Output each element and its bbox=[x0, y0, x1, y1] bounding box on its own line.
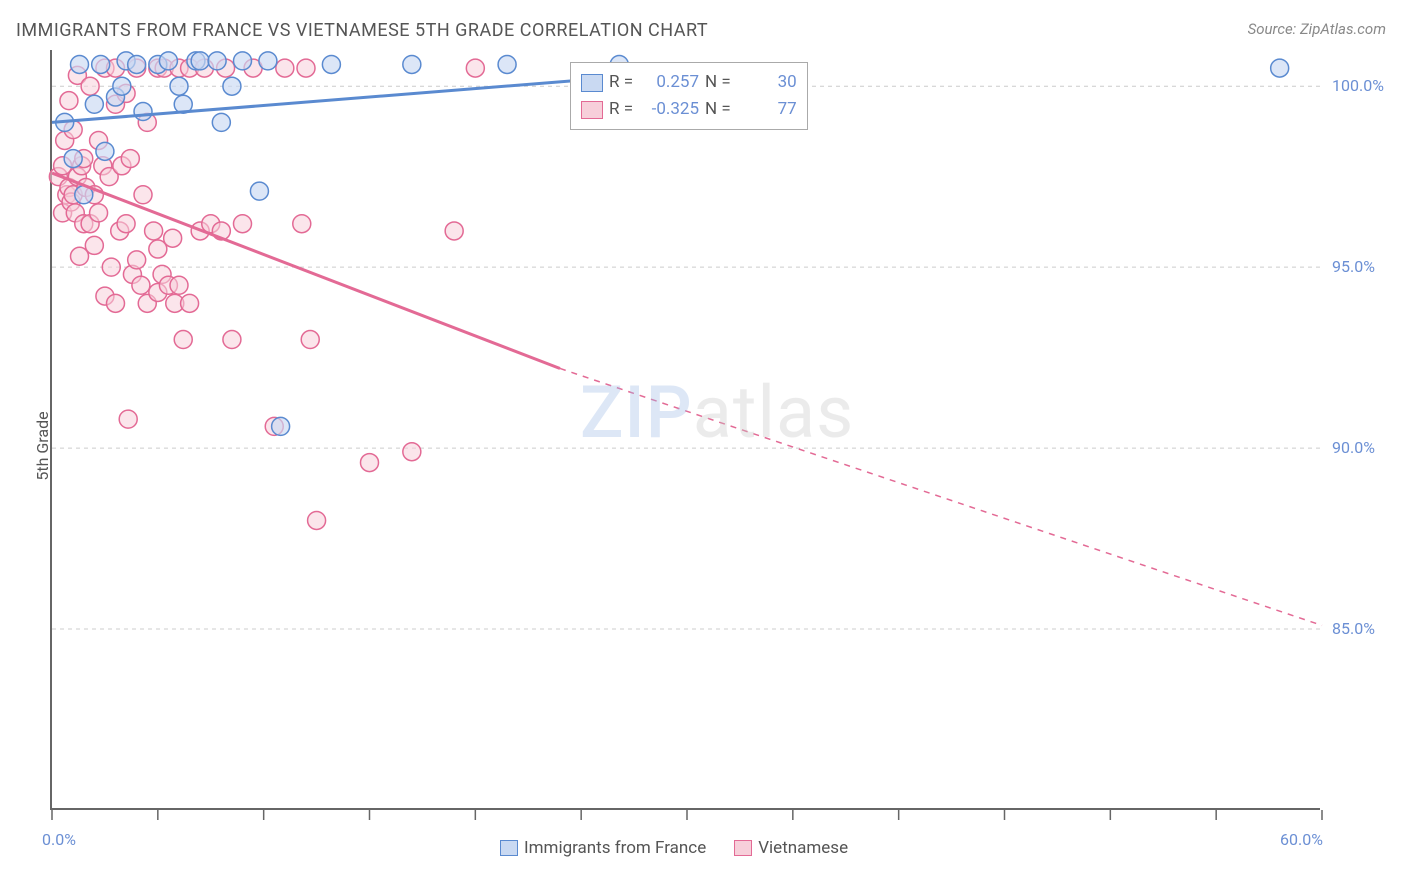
n-value-vietnamese: 77 bbox=[737, 96, 797, 123]
x-tick-label: 0.0% bbox=[42, 830, 76, 849]
swatch-vietnamese bbox=[581, 101, 603, 119]
source-attribution: Source: ZipAtlas.com bbox=[1248, 20, 1386, 38]
y-tick-label: 90.0% bbox=[1332, 438, 1375, 457]
r-label-2: R = bbox=[609, 96, 633, 123]
r-label: R = bbox=[609, 69, 633, 96]
legend-swatch-vietnamese bbox=[734, 840, 752, 856]
legend-swatch-france bbox=[500, 840, 518, 856]
series-legend: Immigrants from France Vietnamese bbox=[500, 838, 848, 858]
r-value-vietnamese: -0.325 bbox=[639, 96, 699, 123]
correlation-chart: IMMIGRANTS FROM FRANCE VS VIETNAMESE 5TH… bbox=[0, 0, 1406, 892]
plot-area bbox=[50, 50, 1320, 810]
swatch-france bbox=[581, 74, 603, 92]
y-tick-label: 85.0% bbox=[1332, 619, 1375, 638]
x-tick-label: 60.0% bbox=[1280, 830, 1323, 849]
n-label-2: N = bbox=[705, 96, 731, 123]
legend-item-france: Immigrants from France bbox=[500, 838, 706, 858]
stats-legend: R = 0.257 N = 30 R = -0.325 N = 77 bbox=[570, 62, 808, 130]
legend-label-france: Immigrants from France bbox=[524, 838, 706, 858]
legend-item-vietnamese: Vietnamese bbox=[734, 838, 848, 858]
legend-label-vietnamese: Vietnamese bbox=[758, 838, 848, 858]
stats-legend-row-france: R = 0.257 N = 30 bbox=[581, 69, 797, 96]
n-value-france: 30 bbox=[737, 69, 797, 96]
chart-title: IMMIGRANTS FROM FRANCE VS VIETNAMESE 5TH… bbox=[16, 20, 708, 41]
stats-legend-row-vietnamese: R = -0.325 N = 77 bbox=[581, 96, 797, 123]
scatter-plot-svg bbox=[52, 50, 1322, 810]
y-tick-label: 100.0% bbox=[1332, 76, 1384, 95]
y-tick-label: 95.0% bbox=[1332, 257, 1375, 276]
r-value-france: 0.257 bbox=[639, 69, 699, 96]
n-label: N = bbox=[705, 69, 731, 96]
